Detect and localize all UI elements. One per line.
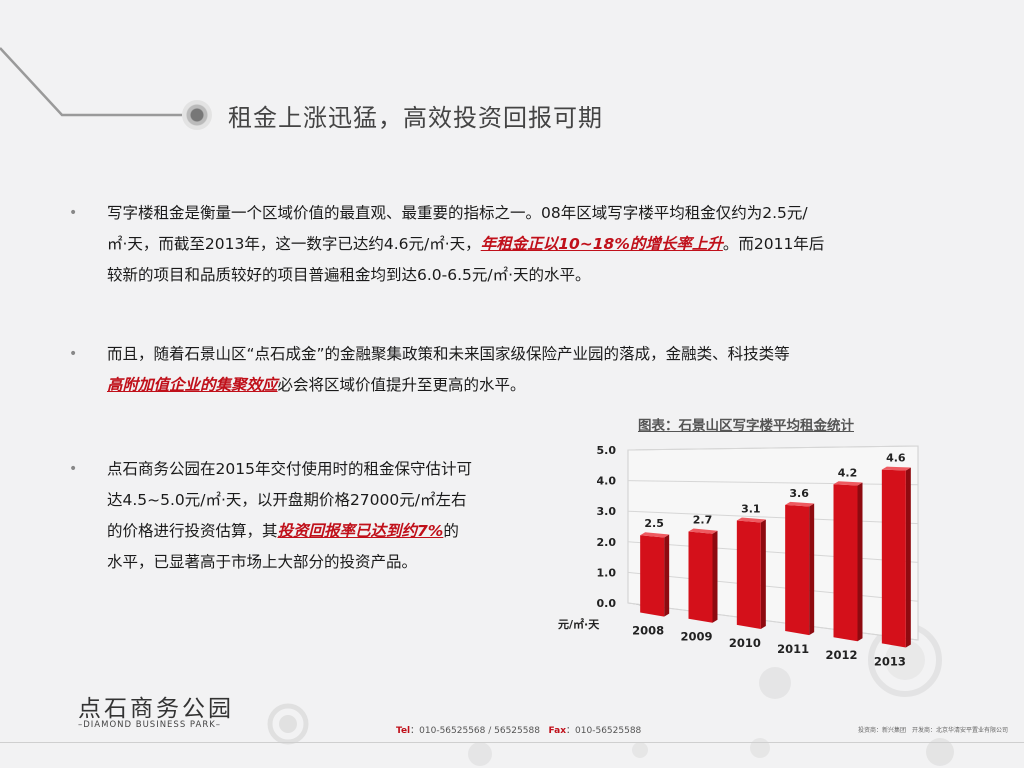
- footer-developer: 投资商：新兴集团 开发商：北京华清安平置业有限公司: [858, 727, 1009, 734]
- bullet-dot: •: [69, 346, 78, 362]
- highlight-return-rate: 投资回报率已达到约7%: [277, 522, 444, 540]
- paragraph-1: • 写字楼租金是衡量一个区域价值的最直观、最重要的指标之一。08年区域写字楼平均…: [69, 198, 947, 291]
- paragraph-3: • 点石商务公园在2015年交付使用时的租金保守估计可 达4.5~5.0元/㎡·…: [69, 454, 547, 578]
- paragraph-1-line-3: 较新的项目和品质较好的项目普遍租金均到达6.0-6.5元/㎡·天的水平。: [107, 266, 591, 284]
- tel-number: ：010-56525568 / 56525588: [410, 726, 540, 736]
- paragraph-3-line-4: 水平，已显著高于市场上大部分的投资产品。: [107, 553, 418, 571]
- fax-label: Fax: [548, 726, 567, 736]
- paragraph-3-line-3: 的价格进行投资估算，其投资回报率已达到约7%的: [107, 522, 459, 540]
- paragraph-1-line-2: ㎡·天，而截至2013年，这一数字已达约4.6元/㎡·天，年租金正以10~18%…: [107, 235, 825, 253]
- paragraph-2: • 而且，随着石景山区“点石成金”的金融聚集政策和未来国家级保险产业园的落成，金…: [69, 339, 947, 401]
- bullet-dot: •: [69, 205, 78, 221]
- highlight-cluster-effect: 高附加值企业的集聚效应: [107, 376, 278, 394]
- page-title: 租金上涨迅猛，高效投资回报可期: [228, 104, 603, 132]
- tel-label: Tel: [396, 726, 411, 736]
- title-bullet-icon: [182, 100, 212, 130]
- paragraph-3-line-1: 点石商务公园在2015年交付使用时的租金保守估计可: [107, 460, 472, 478]
- bullet-dot: •: [69, 461, 78, 477]
- paragraph-1-line-1: 写字楼租金是衡量一个区域价值的最直观、最重要的指标之一。08年区域写字楼平均租金…: [107, 204, 808, 222]
- logo-subtitle: –DIAMOND BUSINESS PARK–: [78, 720, 222, 730]
- chart-title: 图表：石景山区写字楼平均租金统计: [638, 418, 854, 434]
- highlight-growth-rate: 年租金正以10~18%的增长率上升: [480, 235, 723, 253]
- logo-name: 点石商务公园: [78, 696, 234, 722]
- fax-number: ：010-56525588: [566, 726, 642, 736]
- contact-info: Tel：010-56525568 / 56525588 Fax：010-5652…: [396, 723, 641, 736]
- paragraph-2-line-2: 高附加值企业的集聚效应必会将区域价值提升至更高的水平。: [107, 376, 526, 394]
- paragraph-2-line-1: 而且，随着石景山区“点石成金”的金融聚集政策和未来国家级保险产业园的落成，金融类…: [107, 345, 790, 363]
- paragraph-3-line-2: 达4.5~5.0元/㎡·天，以开盘期价格27000元/㎡左右: [107, 491, 467, 509]
- footer-divider: [0, 742, 1024, 743]
